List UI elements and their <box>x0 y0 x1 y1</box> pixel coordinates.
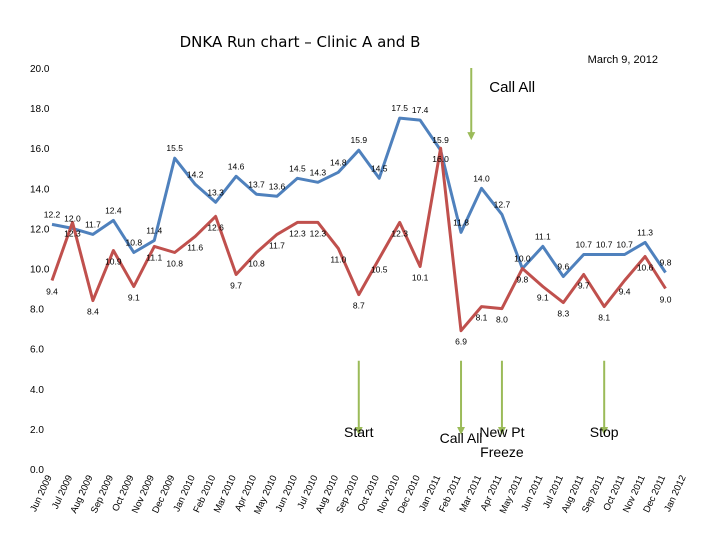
data-label-clinic-b: 9.7 <box>230 281 242 291</box>
data-label-clinic-a: 14.5 <box>289 163 306 173</box>
data-label-clinic-a: 14.6 <box>228 161 245 171</box>
data-label-clinic-b: 9.1 <box>128 293 140 303</box>
data-label-clinic-b: 8.7 <box>353 301 365 311</box>
data-label-clinic-a: 14.8 <box>330 157 347 167</box>
data-label-clinic-a: 13.3 <box>207 187 224 197</box>
data-label-clinic-a: 9.6 <box>557 262 569 272</box>
data-label-clinic-b: 10.8 <box>248 258 265 268</box>
data-label-clinic-b: 8.1 <box>476 313 488 323</box>
y-tick-label: 8.0 <box>30 305 44 316</box>
annotation-label: Call All <box>440 430 483 446</box>
data-label-clinic-a: 10.7 <box>616 239 633 249</box>
data-label-clinic-b: 8.3 <box>557 309 569 319</box>
y-tick-label: 10.0 <box>30 265 50 276</box>
data-label-clinic-a: 17.4 <box>412 105 429 115</box>
data-label-clinic-a: 13.6 <box>269 181 286 191</box>
y-tick-label: 16.0 <box>30 144 50 155</box>
x-tick-label: Jun 2009 <box>28 474 54 514</box>
data-label-clinic-a: 12.0 <box>64 213 81 223</box>
data-label-clinic-b: 12.6 <box>207 222 224 232</box>
data-label-clinic-b: 9.4 <box>619 287 631 297</box>
data-label-clinic-a: 10.8 <box>126 237 143 247</box>
series-line-clinic-b <box>50 146 667 333</box>
y-tick-label: 18.0 <box>30 104 50 115</box>
data-label-clinic-b: 10.5 <box>371 264 388 274</box>
annotation-label: Stop <box>590 424 619 440</box>
y-tick-label: 0.0 <box>30 465 44 476</box>
data-label-clinic-b: 8.4 <box>87 307 99 317</box>
data-label-clinic-b: 11.1 <box>146 252 162 262</box>
data-label-clinic-a: 11.4 <box>146 225 162 235</box>
data-label-clinic-a: 14.0 <box>473 173 490 183</box>
annotation-label: Freeze <box>480 444 524 460</box>
data-label-clinic-b: 11.7 <box>269 240 285 250</box>
data-label-clinic-b: 6.9 <box>455 337 467 347</box>
data-label-clinic-a: 14.3 <box>310 167 327 177</box>
data-label-clinic-b: 9.8 <box>516 275 528 285</box>
data-label-clinic-b: 8.0 <box>496 315 508 325</box>
data-label-clinic-b: 10.1 <box>412 272 429 282</box>
data-label-clinic-b: 10.8 <box>166 258 183 268</box>
y-tick-label: 20.0 <box>30 64 50 75</box>
data-label-clinic-b: 12.3 <box>391 228 408 238</box>
data-label-clinic-a: 15.9 <box>351 135 368 145</box>
series-line-clinic-a <box>51 116 667 278</box>
data-label-clinic-b: 11.0 <box>330 254 346 264</box>
y-tick-label: 4.0 <box>30 385 44 396</box>
data-label-clinic-b: 10.6 <box>637 262 654 272</box>
data-label-clinic-a: 11.1 <box>535 231 551 241</box>
y-tick-label: 2.0 <box>30 425 44 436</box>
chart-date: March 9, 2012 <box>587 54 658 66</box>
y-tick-label: 14.0 <box>30 184 50 195</box>
annotation-label: Start <box>344 424 374 440</box>
annotation-label: Call All <box>489 79 535 96</box>
y-tick-label: 12.0 <box>30 224 50 235</box>
data-label-clinic-b: 12.3 <box>64 228 81 238</box>
data-label-clinic-b: 16.0 <box>432 154 449 164</box>
data-label-clinic-b: 11.6 <box>187 242 203 252</box>
data-label-clinic-a: 10.7 <box>596 239 613 249</box>
data-label-clinic-a: 15.9 <box>432 135 449 145</box>
data-label-clinic-a: 12.7 <box>494 199 511 209</box>
data-label-clinic-b: 9.1 <box>537 293 549 303</box>
data-label-clinic-b: 8.1 <box>598 313 610 323</box>
data-label-clinic-b: 9.7 <box>578 281 590 291</box>
data-label-clinic-b: 9.0 <box>660 295 672 305</box>
chart-title: DNKA Run chart – Clinic A and B <box>179 33 421 51</box>
data-label-clinic-a: 11.8 <box>453 217 469 227</box>
data-label-clinic-a: 11.7 <box>85 219 101 229</box>
data-label-clinic-a: 17.5 <box>391 103 408 113</box>
annotation-label: New Pt <box>479 424 524 440</box>
data-label-clinic-a: 13.7 <box>248 179 265 189</box>
data-label-clinic-a: 12.2 <box>44 209 61 219</box>
data-label-clinic-b: 9.4 <box>46 287 58 297</box>
data-label-clinic-b: 10.9 <box>105 256 122 266</box>
data-label-clinic-a: 10.0 <box>514 254 531 264</box>
data-label-clinic-b: 12.3 <box>310 228 327 238</box>
data-label-clinic-a: 10.7 <box>575 239 592 249</box>
data-label-clinic-a: 15.5 <box>166 143 183 153</box>
data-label-clinic-a: 11.3 <box>637 227 653 237</box>
y-tick-label: 6.0 <box>30 345 44 356</box>
data-label-clinic-a: 12.4 <box>105 205 122 215</box>
data-label-clinic-a: 14.5 <box>371 163 388 173</box>
data-label-clinic-a: 9.8 <box>660 258 672 268</box>
data-label-clinic-a: 14.2 <box>187 169 204 179</box>
data-label-clinic-b: 12.3 <box>289 228 306 238</box>
